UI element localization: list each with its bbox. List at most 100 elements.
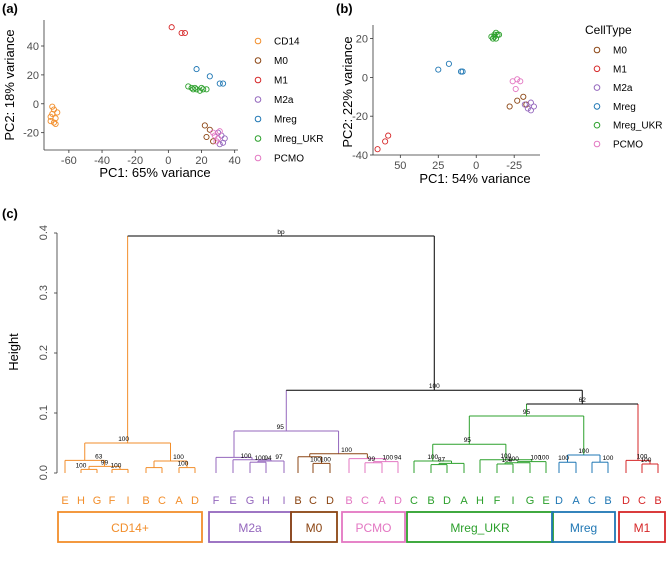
bootstrap-label: 100 (382, 455, 393, 462)
bootstrap-label: 100 (173, 454, 184, 461)
point-cd14 (47, 113, 54, 120)
bootstrap-label: 95 (464, 437, 472, 444)
leaf-label-pcmo: D (394, 495, 402, 507)
point-m2a (216, 141, 223, 148)
bootstrap-label: 100 (508, 456, 519, 463)
leaf-label-cd14: A (175, 495, 183, 507)
bootstrap-label: 100 (111, 462, 122, 469)
legend-label: Mreg (613, 102, 636, 113)
x-tick-label: -60 (61, 155, 77, 167)
y-tick-label: 0.4 (38, 225, 50, 240)
point-mreg (220, 80, 227, 87)
legend-key-m0 (254, 57, 262, 64)
bootstrap-label: 99 (368, 456, 376, 463)
leaf-label-cd14: D (191, 495, 199, 507)
point-cd14 (52, 120, 59, 128)
point-mreg_ukr (191, 84, 198, 91)
leaf-label-m2a: G (246, 495, 255, 507)
bootstrap-label: 94 (394, 455, 402, 462)
bootstrap-label: 100 (641, 457, 652, 464)
pca-b-legend: M0 M1 M2a Mreg Mreg_UKR PCMO (593, 46, 662, 151)
group-label-mreg_ukr: Mreg_UKR (450, 521, 510, 535)
bootstrap-label: 100 (118, 436, 129, 443)
leaf-label-m0: D (326, 495, 334, 507)
root-label: bp (277, 229, 285, 236)
y-tick-label: 40 (27, 41, 39, 53)
legend-key-m2a (593, 84, 601, 91)
point-mreg (206, 73, 213, 80)
x-tick-label: 0 (165, 155, 171, 167)
bootstrap-label: 95 (277, 424, 285, 431)
legend-key-m0 (593, 46, 601, 54)
point-m0 (206, 126, 213, 133)
point-m1 (382, 138, 389, 145)
y-tick-label: 20 (356, 34, 368, 46)
point-pcmo (215, 135, 222, 142)
legend-label: M2a (274, 95, 294, 106)
bootstrap-label: 100 (178, 461, 189, 468)
legend-label: Mreg_UKR (274, 134, 323, 145)
point-mreg_ukr (491, 31, 498, 38)
x-tick-label: -20 (127, 155, 143, 167)
leaf-label-cd14: H (77, 495, 85, 507)
bootstrap-label: 100 (538, 455, 549, 462)
point-pcmo (514, 76, 521, 83)
point-mreg_ukr (492, 35, 500, 42)
group-box-mreg (551, 511, 616, 543)
legend-label: M1 (274, 76, 288, 87)
dendrogram: 0.00.10.20.30.4E H G F I B C A D F E G H I B C D B C A D C B D A… (38, 225, 666, 543)
x-tick-label: 20 (195, 155, 207, 167)
legend-label: PCMO (274, 154, 304, 165)
point-mreg_ukr (203, 86, 210, 93)
point-m2a (527, 99, 534, 106)
leaf-label-mreg: A (572, 495, 580, 507)
point-m1 (178, 29, 185, 37)
group-label-m2a: M2a (238, 521, 262, 535)
point-mreg_ukr (200, 86, 207, 93)
leaf-label-mreg_ukr: E (542, 495, 549, 507)
point-m2a (220, 139, 227, 146)
point-m1 (181, 29, 188, 37)
y-tick-label: 20 (27, 70, 39, 82)
bootstrap-label: 100 (530, 455, 541, 462)
bootstrap-label: 100 (341, 447, 352, 454)
leaf-label-mreg_ukr: B (427, 495, 434, 507)
point-m2a (530, 103, 537, 110)
pca-b-xlabel: PC1: 54% variance (419, 171, 530, 186)
legend-label: PCMO (613, 140, 643, 151)
point-mreg (216, 80, 223, 87)
point-cd14 (54, 109, 61, 116)
legend-key-pcmo (593, 140, 601, 148)
point-m1 (168, 24, 175, 31)
leaf-label-mreg_ukr: F (494, 495, 501, 507)
leaf-label-m0: C (309, 495, 317, 507)
point-mreg (445, 60, 452, 67)
point-m2a (527, 107, 534, 114)
point-cd14 (50, 119, 57, 126)
point-mreg (435, 66, 442, 73)
bootstrap-label: 100 (255, 455, 266, 462)
leaf-label-pcmo: C (361, 495, 369, 507)
leaf-label-mreg_ukr: A (460, 495, 468, 507)
bootstrap-label: 63 (95, 453, 103, 460)
point-mreg_ukr (492, 29, 500, 36)
x-tick-label: 25 (432, 160, 444, 172)
y-tick-label: -40 (352, 150, 368, 162)
group-box-m0 (290, 511, 338, 543)
legend-key-mreg (254, 115, 262, 123)
point-mreg_ukr (185, 83, 192, 90)
x-tick-label: -25 (506, 160, 522, 172)
bootstrap-label: 100 (558, 455, 569, 462)
legend-key-mreg (593, 103, 601, 110)
legend-label: M1 (613, 64, 627, 75)
legend-label: Mreg_UKR (613, 121, 662, 132)
legend-key-mreg_ukr (593, 121, 601, 129)
y-tick-label: 0 (362, 72, 368, 84)
leaf-label-m2a: E (229, 495, 236, 507)
legend-key-pcmo (254, 154, 262, 162)
leaf-label-pcmo: A (378, 495, 386, 507)
point-pcmo (517, 78, 524, 85)
point-pcmo (216, 128, 223, 135)
leaf-label-mreg_ukr: H (476, 495, 484, 507)
